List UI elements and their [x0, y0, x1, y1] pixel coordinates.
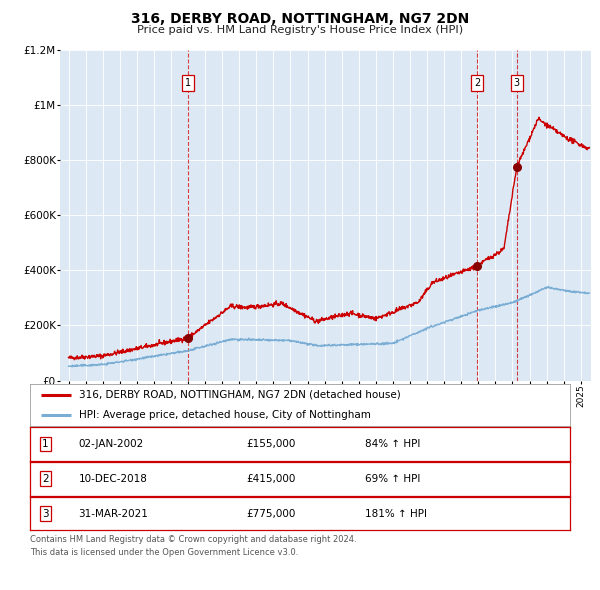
Text: £155,000: £155,000 — [246, 439, 295, 449]
Text: 3: 3 — [42, 509, 49, 519]
Text: 2: 2 — [42, 474, 49, 484]
Text: 10-DEC-2018: 10-DEC-2018 — [79, 474, 148, 484]
Text: 1: 1 — [185, 78, 191, 88]
Text: 84% ↑ HPI: 84% ↑ HPI — [365, 439, 420, 449]
Text: 31-MAR-2021: 31-MAR-2021 — [79, 509, 148, 519]
Text: 3: 3 — [514, 78, 520, 88]
Text: Contains HM Land Registry data © Crown copyright and database right 2024.: Contains HM Land Registry data © Crown c… — [30, 535, 356, 543]
Text: 316, DERBY ROAD, NOTTINGHAM, NG7 2DN: 316, DERBY ROAD, NOTTINGHAM, NG7 2DN — [131, 12, 469, 26]
Text: HPI: Average price, detached house, City of Nottingham: HPI: Average price, detached house, City… — [79, 409, 370, 419]
Text: 02-JAN-2002: 02-JAN-2002 — [79, 439, 144, 449]
Text: This data is licensed under the Open Government Licence v3.0.: This data is licensed under the Open Gov… — [30, 548, 298, 556]
Text: 316, DERBY ROAD, NOTTINGHAM, NG7 2DN (detached house): 316, DERBY ROAD, NOTTINGHAM, NG7 2DN (de… — [79, 390, 400, 400]
Text: 181% ↑ HPI: 181% ↑ HPI — [365, 509, 427, 519]
Text: 69% ↑ HPI: 69% ↑ HPI — [365, 474, 420, 484]
Text: Price paid vs. HM Land Registry's House Price Index (HPI): Price paid vs. HM Land Registry's House … — [137, 25, 463, 35]
Text: 1: 1 — [42, 439, 49, 449]
Text: £415,000: £415,000 — [246, 474, 295, 484]
Text: 2: 2 — [474, 78, 481, 88]
Text: £775,000: £775,000 — [246, 509, 295, 519]
